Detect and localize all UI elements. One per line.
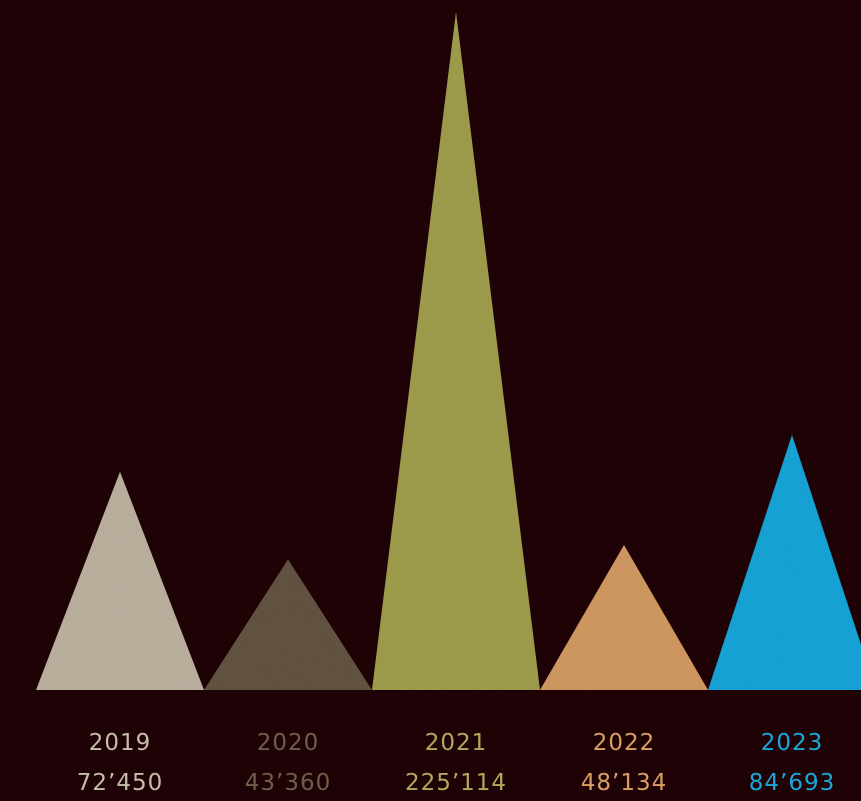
value-label-2022: 48’134 [581, 770, 667, 796]
year-label-2023: 2023 [761, 730, 824, 756]
value-label-2019: 72’450 [77, 770, 163, 796]
triangles-group [36, 12, 861, 690]
triangle-bar-2022 [540, 545, 708, 690]
year-label-2022: 2022 [593, 730, 656, 756]
year-label-2021: 2021 [425, 730, 488, 756]
triangle-bar-2021 [372, 12, 540, 690]
value-label-2023: 84’693 [749, 770, 835, 796]
labels-group: 2019 72’450 2020 43’360 2021 225’114 2022 48’13… [77, 730, 835, 796]
triangle-bar-2019 [36, 471, 204, 690]
triangle-bar-2023 [708, 434, 861, 690]
value-label-2020: 43’360 [245, 770, 331, 796]
year-label-2020: 2020 [257, 730, 320, 756]
value-label-2021: 225’114 [405, 770, 507, 796]
triangle-bar-2020 [204, 559, 372, 690]
year-label-2019: 2019 [89, 730, 152, 756]
